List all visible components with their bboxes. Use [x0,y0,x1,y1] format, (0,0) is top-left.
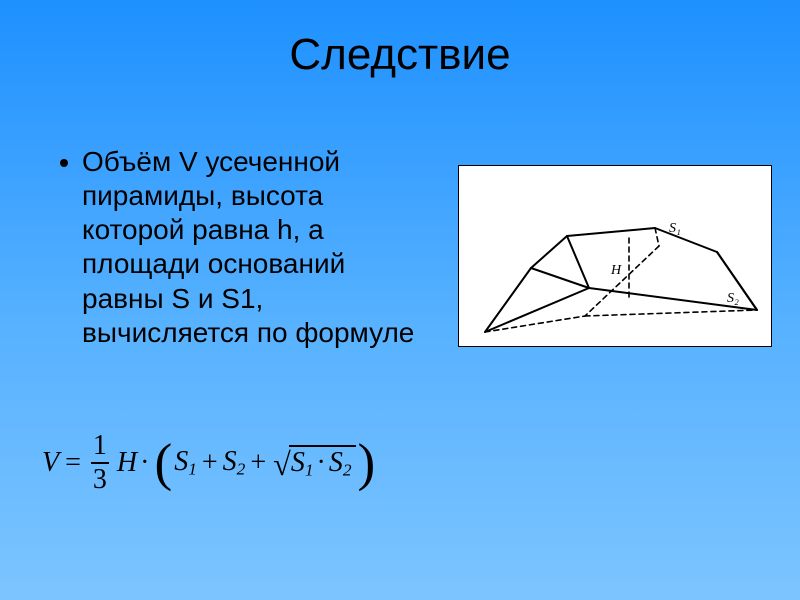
formula-rparen: ) [356,442,378,485]
formula-S2: S2 [223,446,246,479]
volume-formula: V = 1 3 H · ( S1 + S2 + √ S1 · S2 [42,430,377,496]
formula-H: H [113,447,137,479]
formula-V: V [42,447,59,479]
formula-one: 1 [91,430,109,462]
formula-sqrt: √ S1 · S2 [273,445,355,480]
formula-lparen: ( [152,442,174,485]
formula-frac: 1 3 [91,430,109,496]
bullet-text: Объём V усеченной пирамиды, высота котор… [82,145,420,350]
svg-text:S₁: S₁ [669,221,681,236]
formula-eq: = [59,447,87,479]
frustum-svg: H S₁ S₂ [459,166,771,346]
formula-dot1: · [137,447,152,479]
svg-text:H: H [610,263,622,278]
formula-three: 3 [91,464,109,496]
slide-title: Следствие [0,30,800,80]
formula-plus2: + [245,447,271,479]
body-text-block: Объём V усеченной пирамиды, высота котор… [60,145,420,350]
formula-S1: S1 [174,446,197,479]
bullet-dot-icon [60,159,68,167]
svg-text:S₂: S₂ [727,291,739,306]
formula-plus1: + [197,447,223,479]
frustum-figure: H S₁ S₂ [458,165,772,347]
